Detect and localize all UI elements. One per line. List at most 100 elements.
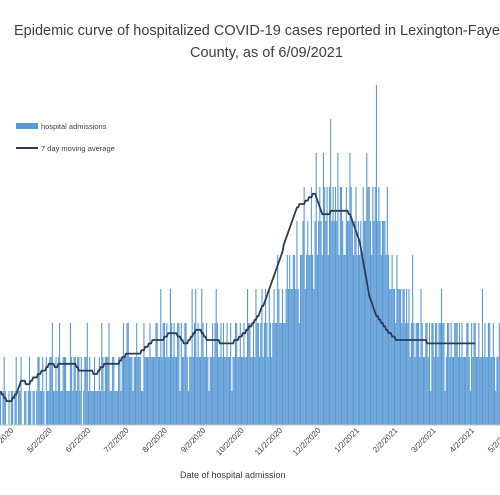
bar xyxy=(206,323,208,425)
bar xyxy=(289,255,291,425)
bar xyxy=(328,187,331,425)
bar xyxy=(150,357,152,425)
bar xyxy=(479,357,481,425)
bar xyxy=(215,289,217,425)
bar xyxy=(315,153,317,425)
bar xyxy=(191,289,193,425)
x-tick-label: 4/2/2020 xyxy=(0,426,16,455)
bar xyxy=(337,153,339,425)
bar xyxy=(268,289,270,425)
x-axis-label: Date of hospital admission xyxy=(180,470,286,480)
bar xyxy=(322,153,324,425)
bar xyxy=(48,391,50,425)
bar xyxy=(366,153,368,425)
bar xyxy=(201,289,203,425)
bar xyxy=(160,289,162,425)
bar xyxy=(200,357,202,425)
bar xyxy=(54,391,56,425)
bar xyxy=(255,289,257,425)
bar xyxy=(266,323,268,425)
bar xyxy=(98,357,100,425)
bar xyxy=(45,357,47,425)
bar xyxy=(69,323,71,425)
bar xyxy=(267,357,269,425)
bar xyxy=(72,391,74,425)
bar xyxy=(216,323,218,425)
bar xyxy=(236,323,238,425)
bar xyxy=(334,187,337,425)
bar xyxy=(437,357,439,425)
bar xyxy=(231,391,233,425)
bar xyxy=(214,323,216,425)
bar xyxy=(377,221,379,425)
bar xyxy=(184,323,186,425)
bar xyxy=(193,323,196,425)
bar xyxy=(40,391,43,425)
bar xyxy=(408,289,410,425)
bar xyxy=(59,323,61,425)
bar xyxy=(444,391,446,425)
bar xyxy=(422,357,424,425)
bar xyxy=(108,323,110,425)
bar xyxy=(159,357,161,425)
x-tick-label: 6/2/2020 xyxy=(64,426,93,455)
bar xyxy=(466,323,468,425)
bar xyxy=(275,323,278,425)
x-tick-label: 1/2/2021 xyxy=(333,426,362,455)
bar xyxy=(278,289,280,425)
bar xyxy=(384,221,386,425)
bar xyxy=(416,323,418,425)
bar xyxy=(363,221,365,425)
bar xyxy=(172,357,174,425)
bar xyxy=(490,357,492,425)
bar xyxy=(166,323,168,425)
x-tick-label: 11/2/2020 xyxy=(253,426,284,457)
bar xyxy=(118,357,120,425)
bar xyxy=(461,323,463,425)
x-tick-label: 10/2/2020 xyxy=(214,426,246,458)
bar xyxy=(25,391,27,425)
bar xyxy=(473,323,475,425)
bar xyxy=(498,323,500,425)
bar xyxy=(119,357,121,425)
bar xyxy=(32,391,34,425)
bar xyxy=(142,391,144,425)
bar xyxy=(90,391,92,425)
bar xyxy=(86,323,88,425)
bar xyxy=(279,323,281,425)
bar xyxy=(68,391,70,425)
bar xyxy=(242,357,244,425)
bar xyxy=(87,391,90,425)
bar xyxy=(310,187,312,425)
bar xyxy=(101,323,103,425)
bar xyxy=(467,323,469,425)
bar xyxy=(78,357,80,425)
bar xyxy=(96,391,98,425)
bar xyxy=(465,357,467,425)
bar xyxy=(495,391,497,425)
bar xyxy=(428,323,431,425)
bar xyxy=(320,221,322,425)
bar xyxy=(483,357,485,425)
bar xyxy=(281,289,284,425)
bar xyxy=(446,323,449,425)
bar xyxy=(367,187,369,425)
bar xyxy=(222,323,224,425)
bar xyxy=(2,391,4,425)
bar xyxy=(230,323,232,425)
bar xyxy=(14,391,16,425)
bar xyxy=(197,323,199,425)
legend-swatch-line xyxy=(16,147,38,149)
bar xyxy=(345,187,347,425)
bar xyxy=(249,323,251,425)
bar xyxy=(445,357,447,425)
bar xyxy=(403,289,405,425)
bar xyxy=(308,255,310,425)
bar xyxy=(77,357,79,425)
bar xyxy=(380,255,382,425)
bar xyxy=(248,323,250,425)
bar xyxy=(415,323,417,425)
bar xyxy=(254,357,256,425)
bar xyxy=(386,187,388,425)
bar xyxy=(336,221,338,425)
